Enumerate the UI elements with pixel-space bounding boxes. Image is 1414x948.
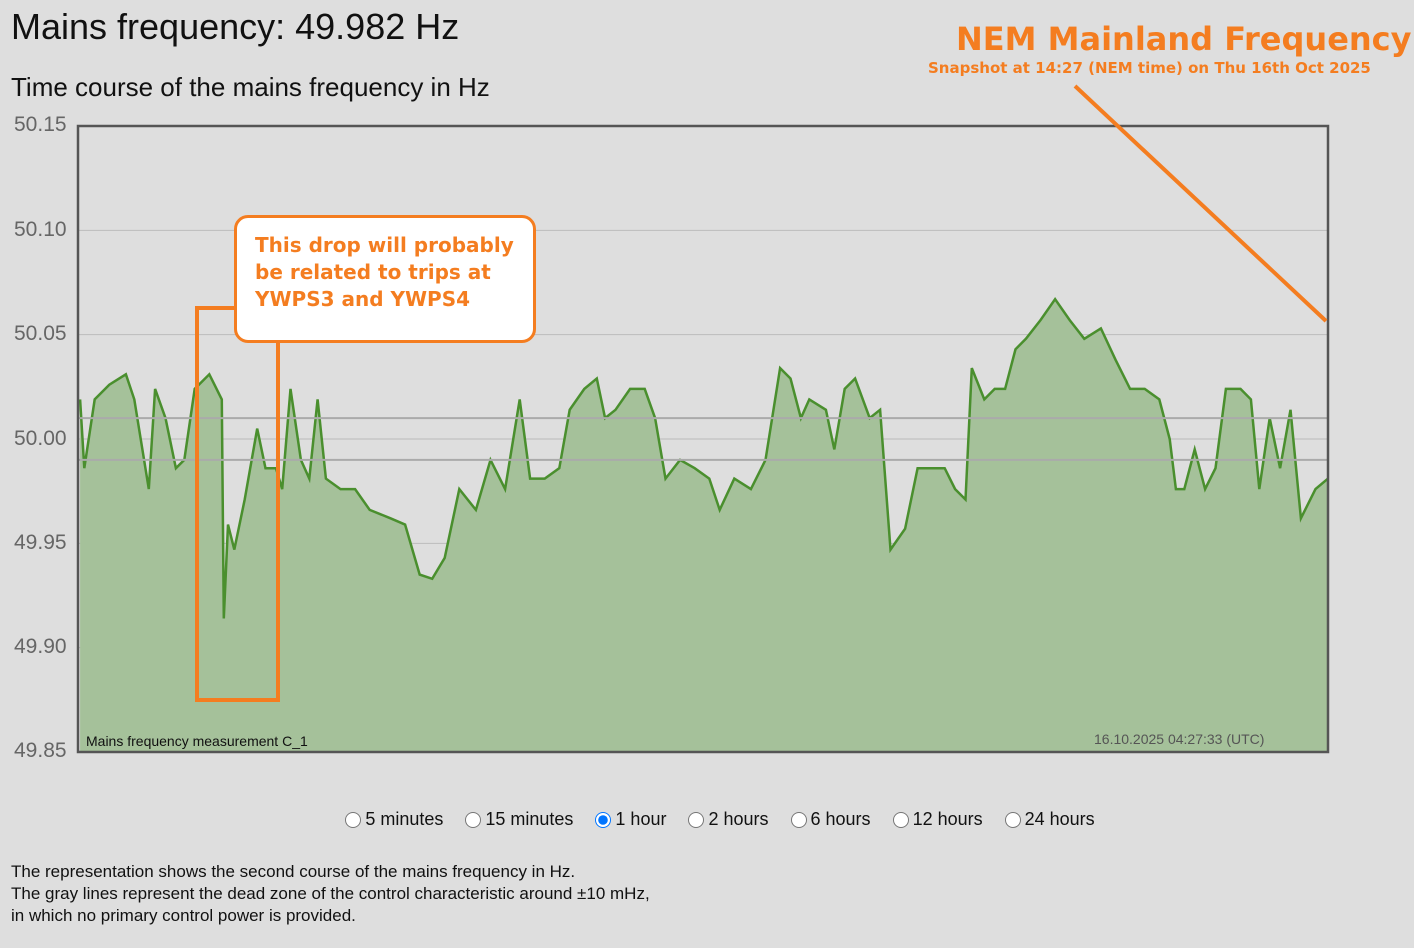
note-line: in which no primary control power is pro… [11,906,356,925]
range-label: 5 minutes [365,809,444,829]
y-tick-label: 50.00 [14,427,67,450]
range-radio[interactable] [345,811,362,828]
range-radio[interactable] [1004,811,1021,828]
range-radio[interactable] [688,811,705,828]
range-radio[interactable] [465,811,482,828]
range-radio[interactable] [790,811,807,828]
range-option[interactable]: 1 hour [595,809,666,830]
range-label: 2 hours [708,809,769,829]
frequency-area [80,299,1328,752]
range-option[interactable]: 15 minutes [465,809,573,830]
range-label: 24 hours [1024,809,1095,829]
y-tick-label: 49.90 [14,635,67,658]
page-title: Mains frequency: 49.982 Hz [11,6,460,47]
pointer-line [1073,84,1328,323]
note-line: The gray lines represent the dead zone o… [11,884,650,903]
range-label: 6 hours [810,809,871,829]
chart-timestamp: 16.10.2025 04:27:33 (UTC) [1094,731,1265,747]
series-label: Mains frequency measurement C_1 [86,733,308,749]
range-label: 15 minutes [485,809,574,829]
frequency-line [78,297,1329,619]
y-tick-label: 50.10 [14,218,67,241]
range-option[interactable]: 24 hours [1004,809,1095,830]
y-tick-label: 49.95 [14,531,67,554]
range-option[interactable]: 5 minutes [345,809,443,830]
y-tick-label: 49.85 [14,739,67,762]
range-option[interactable]: 2 hours [688,809,769,830]
annotation-callout: This drop will probably be related to tr… [234,215,536,343]
overlay-title: NEM Mainland Frequency [956,20,1412,58]
time-range-selector: 5 minutes 15 minutes 1 hour 2 hours 6 hours 1… [0,809,1414,830]
note-line: The representation shows the second cour… [11,862,576,881]
overlay-snapshot: Snapshot at 14:27 (NEM time) on Thu 16th… [928,59,1371,77]
plot-frame [76,124,1330,754]
chart-subtitle: Time course of the mains frequency in Hz [11,72,490,102]
range-radio[interactable] [892,811,909,828]
y-tick-label: 50.15 [14,113,67,136]
range-label: 12 hours [912,809,983,829]
range-option[interactable]: 6 hours [790,809,871,830]
range-option[interactable]: 12 hours [892,809,983,830]
range-radio[interactable] [595,811,612,828]
range-label: 1 hour [615,809,667,829]
description: The representation shows the second cour… [11,861,650,927]
y-tick-label: 50.05 [14,322,67,345]
